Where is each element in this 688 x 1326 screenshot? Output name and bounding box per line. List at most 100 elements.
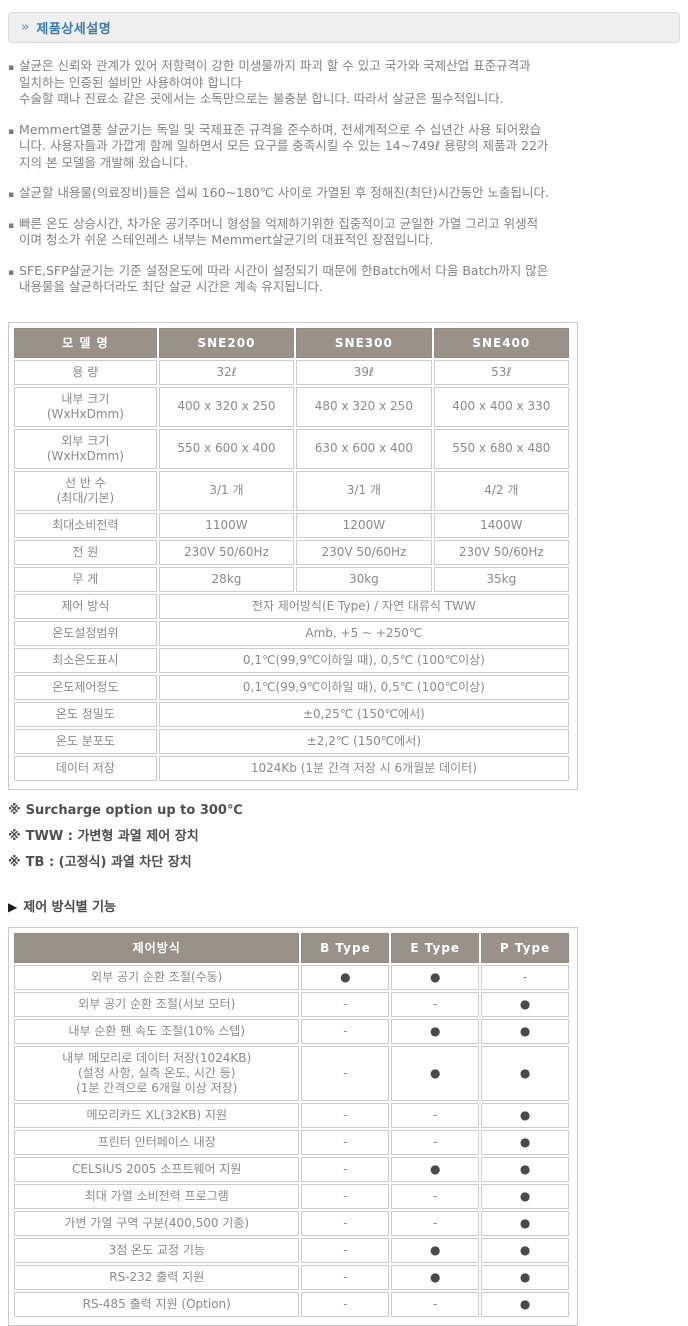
- dash-mark: -: [343, 1296, 348, 1311]
- spec-row: 무 게 28kg 30kg 35kg: [14, 566, 569, 592]
- feature-table: 제어방식 B Type E Type P Type 외부 공기 순환 조절(수동) ● ●…: [12, 931, 571, 1319]
- spec-value: 630 x 600 x 400: [296, 428, 432, 469]
- feature-row-label: 메모리카드 XL(32KB) 지원: [14, 1102, 300, 1128]
- feature-cell: -: [391, 1183, 480, 1209]
- intro-paragraph: ▪ 살균은 신뢰와 관계가 있어 저항력이 강한 미생물까지 파괴 할 수 있고 …: [8, 58, 680, 108]
- feature-cell: ●: [481, 1129, 569, 1155]
- feature-row-label: 프린터 인터페이스 내장: [14, 1129, 300, 1155]
- feature-cell: ●: [481, 1102, 569, 1128]
- filled-dot-icon: ●: [519, 1023, 531, 1038]
- cell-line: 외부 공기 순환 조절(수동): [91, 969, 223, 984]
- spec-row-label: 온도제어정도: [14, 674, 157, 700]
- filled-dot-icon: ●: [519, 1296, 531, 1311]
- feature-row: 가변 가열 구역 구분(400,500 기종) - - ●: [14, 1210, 569, 1236]
- cell-line: Memmert열풍 살균기는 독일 및 국제표준 규격을 준수하며, 전세계적으…: [19, 121, 542, 137]
- cell-line: 빠른 온도 상승시간, 차가운 공기주머니 형성을 억제하기위한 집중적이고 균…: [19, 215, 539, 231]
- feature-row: 외부 공기 순환 조절(수동) ● ● -: [14, 964, 569, 990]
- feature-row: CELSIUS 2005 소프트웨어 지원 - ● ●: [14, 1156, 569, 1182]
- intro-paragraph: ▪ 빠른 온도 상승시간, 차가운 공기주머니 형성을 억제하기위한 집중적이고 …: [8, 216, 680, 249]
- feature-row: 메모리카드 XL(32KB) 지원 - - ●: [14, 1102, 569, 1128]
- spec-row-label: 온도 분포도: [14, 728, 157, 754]
- spec-value-span: ±2,2℃ (150℃에서): [158, 728, 569, 754]
- cell-line: 데이터 저장: [55, 760, 115, 775]
- cell-line: 가변 가열 구역 구분(400,500 기종): [64, 1215, 250, 1230]
- feature-cell: ●: [481, 1237, 569, 1263]
- feature-cell: -: [301, 1156, 390, 1182]
- spec-value: 230V 50/60Hz: [158, 539, 295, 565]
- cell-line: 3점 온도 교정 기능: [108, 1242, 205, 1257]
- spec-value: 400 x 320 x 250: [158, 386, 295, 427]
- cell-line: 전 원: [72, 544, 99, 559]
- spec-value: 3/1 개: [158, 470, 295, 511]
- feature-cell: ●: [481, 1018, 569, 1044]
- spec-value: 1100W: [158, 512, 295, 538]
- spec-value: 39ℓ: [296, 359, 432, 385]
- feature-cell: -: [301, 1045, 390, 1101]
- cell-line: 제어 방식: [61, 598, 110, 613]
- feature-cell: ●: [481, 1183, 569, 1209]
- cell-line: (1분 간격으로 6개월 이상 저장): [76, 1080, 238, 1095]
- dash-mark: -: [343, 1107, 348, 1122]
- feature-cell: -: [301, 1129, 390, 1155]
- spec-value: 4/2 개: [433, 470, 569, 511]
- feature-cell: -: [301, 1237, 390, 1263]
- page-title-bar: » 제품상세설명: [8, 12, 680, 43]
- spec-table-header-row: 모 델 명 SNE200 SNE300 SNE400: [14, 327, 569, 358]
- cell-line: 온도설정범위: [52, 625, 119, 640]
- filled-dot-icon: ●: [519, 1269, 531, 1284]
- footnote-text: Surcharge option up to 300℃: [25, 802, 243, 818]
- reference-mark-icon: ※: [8, 828, 21, 844]
- feature-row: 내부 순환 팬 속도 조절(10% 스텝) - ● ●: [14, 1018, 569, 1044]
- spec-value: 550 x 680 x 480: [433, 428, 569, 469]
- cell-line: (WxHxDmm): [46, 406, 124, 421]
- bullet-icon: ▪: [8, 190, 15, 200]
- dash-mark: -: [343, 1242, 348, 1257]
- feature-cell: -: [301, 991, 390, 1017]
- filled-dot-icon: ●: [519, 1134, 531, 1149]
- feature-row: 내부 메모리로 데이터 저장(1024KB) (설정 사항, 실측 온도, 시간 …: [14, 1045, 569, 1101]
- spec-value: 35kg: [433, 566, 569, 592]
- spec-row: 온도 정밀도 ±0,25℃ (150℃에서): [14, 701, 569, 727]
- spec-row-label: 용 량: [14, 359, 157, 385]
- dash-mark: -: [343, 1134, 348, 1149]
- feature-row: 3점 온도 교정 기능 - ● ●: [14, 1237, 569, 1263]
- filled-dot-icon: ●: [429, 1161, 441, 1176]
- feature-cell: ●: [391, 1237, 480, 1263]
- footnotes: ※ Surcharge option up to 300℃ ※ TWW : 가변형 과…: [8, 798, 680, 876]
- cell-line: RS-232 출력 지원: [109, 1269, 205, 1284]
- feature-cell: -: [391, 1291, 480, 1317]
- filled-dot-icon: ●: [519, 1215, 531, 1230]
- spec-value: 32ℓ: [158, 359, 295, 385]
- cell-line: 수술할 때나 진료소 같은 곳에서는 소독만으로는 불충분 합니다. 따라서 살…: [19, 91, 504, 106]
- footnote: ※ TB : (고정식) 과열 차단 장치: [8, 850, 680, 876]
- cell-line: RS-485 출력 지원 (Option): [82, 1296, 231, 1311]
- feature-cell: ●: [391, 1156, 480, 1182]
- spec-row-label: 온도설정범위: [14, 620, 157, 646]
- spec-value-span: 0,1℃(99,9℃이하일 때), 0,5℃ (100℃이상): [158, 647, 569, 673]
- spec-value-span: 0,1℃(99,9℃이하일 때), 0,5℃ (100℃이상): [158, 674, 569, 700]
- dash-mark: -: [433, 1296, 438, 1311]
- feature-row-label: 가변 가열 구역 구분(400,500 기종): [14, 1210, 300, 1236]
- spec-row: 제어 방식 전자 제어방식(E Type) / 자연 대류식 TWW: [14, 593, 569, 619]
- feature-cell: -: [481, 964, 569, 990]
- cell-line: CELSIUS 2005 소프트웨어 지원: [72, 1161, 242, 1176]
- spec-table: 모 델 명 SNE200 SNE300 SNE400 용 량 32ℓ 39ℓ 53ℓ 내부 크…: [12, 326, 571, 783]
- feature-table-frame: 제어방식 B Type E Type P Type 외부 공기 순환 조절(수동) ● ●…: [8, 926, 578, 1326]
- cell-line: SFE,SFP살균기는 기준 설정온도에 따라 시간이 설정되기 때문에 한Ba…: [19, 262, 549, 278]
- feature-header-e-type: E Type: [391, 932, 480, 963]
- dash-mark: -: [343, 996, 348, 1011]
- spec-value: 1400W: [433, 512, 569, 538]
- intro-paragraph: ▪ 살균할 내용물(의료장비)들은 섭씨 160~180℃ 사이로 가열된 후 정…: [8, 185, 680, 202]
- cell-line: 최대소비전력: [52, 517, 119, 532]
- feature-cell: -: [301, 1183, 390, 1209]
- footnote: ※ Surcharge option up to 300℃: [8, 798, 680, 824]
- dash-mark: -: [343, 1188, 348, 1203]
- feature-cell: -: [301, 1018, 390, 1044]
- spec-row-label: 전 원: [14, 539, 157, 565]
- feature-cell: -: [301, 1210, 390, 1236]
- dash-mark: -: [522, 969, 528, 984]
- spec-value: 550 x 600 x 400: [158, 428, 295, 469]
- dash-mark: -: [343, 1269, 348, 1284]
- feature-cell: -: [301, 1102, 390, 1128]
